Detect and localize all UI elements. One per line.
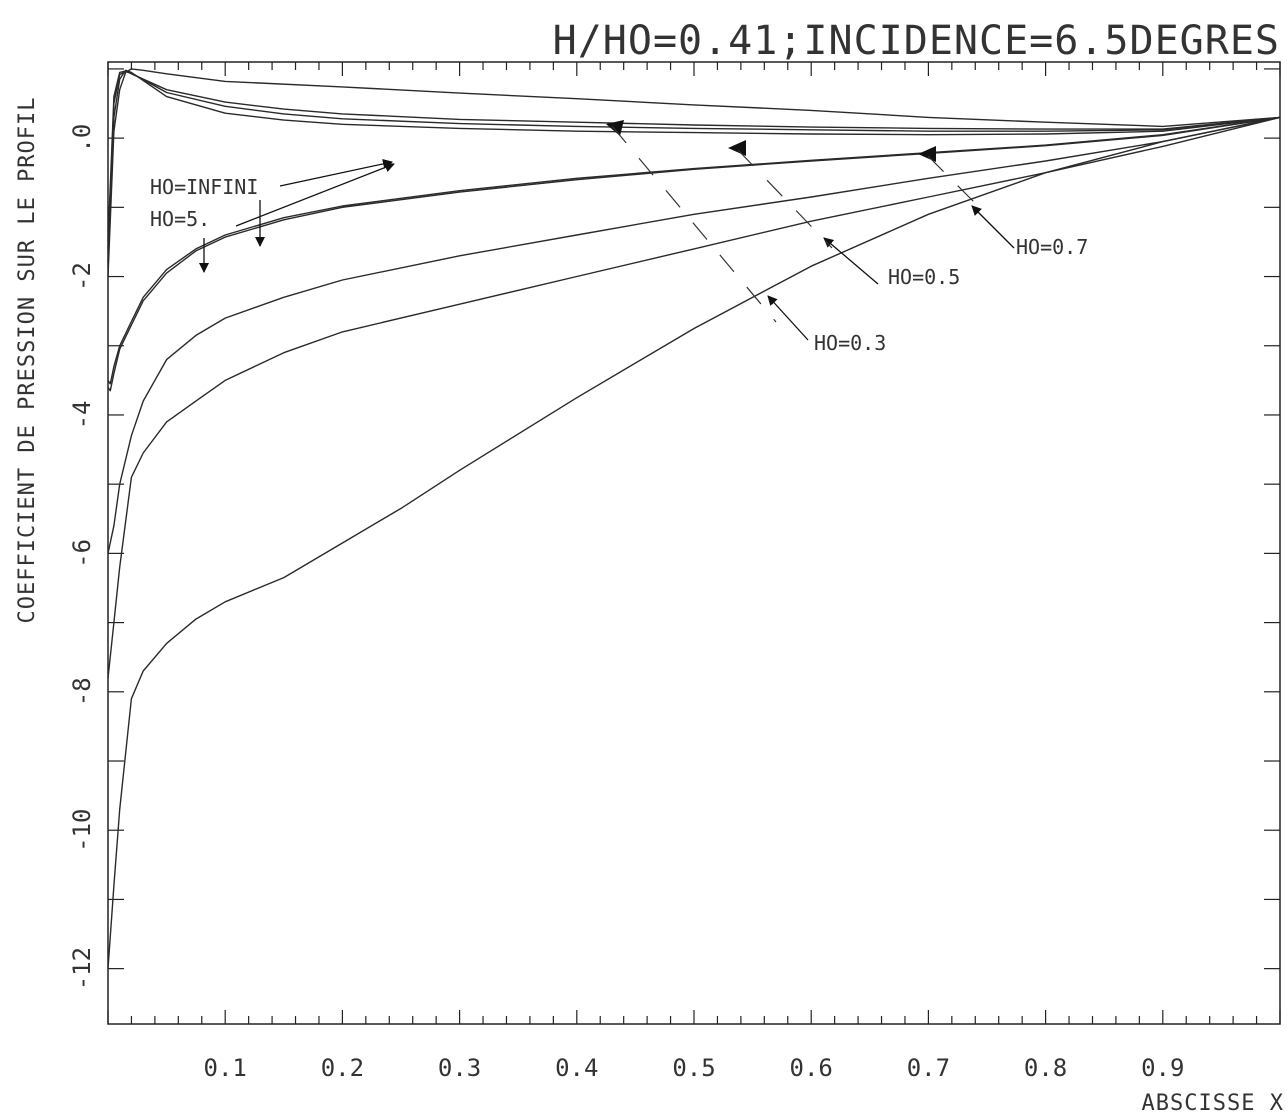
dashed-link-a xyxy=(611,125,777,323)
y-tick-label: -12 xyxy=(68,947,96,990)
plot-frame xyxy=(107,61,1281,1025)
curve-ho-0-7-lower xyxy=(107,69,1281,263)
y-tick-label: -2 xyxy=(68,262,96,291)
curve-ho-0-3-upper xyxy=(107,116,1281,969)
curve-ho-5-lower xyxy=(107,70,1281,249)
y-tick-label: -8 xyxy=(68,677,96,706)
x-tick-label: 0.8 xyxy=(1024,1054,1067,1082)
x-tick-label: 0.4 xyxy=(555,1054,598,1082)
x-tick-label: 0.5 xyxy=(672,1054,715,1082)
lower-arrow-ho-0-7 xyxy=(918,146,936,162)
y-tick-label: .0 xyxy=(68,124,96,153)
lower-arrow-ho-0-5 xyxy=(606,120,624,136)
annotation-ho-0-5: HO=0.5 xyxy=(888,265,960,289)
curve-ho-infini-lower xyxy=(107,70,1281,242)
dashed-link-b xyxy=(737,149,833,249)
y-axis-label: COEFFICIENT DE PRESSION SUR LE PROFIL xyxy=(15,96,40,623)
curve-ho-0-5-lower xyxy=(107,68,1281,277)
curve-annotations: HO=INFINI HO=5. HO=0.7 HO=0.5 HO=0.3 xyxy=(150,120,1088,355)
x-tick-label: 0.9 xyxy=(1141,1054,1184,1082)
x-axis-label: ABSCISSE X xyxy=(1142,1091,1284,1116)
y-tick-label: -4 xyxy=(68,401,96,430)
leader-arrow-ho-0-3 xyxy=(767,295,809,341)
leader-arrow-ho-0-7 xyxy=(971,205,1015,249)
x-tick-label: 0.1 xyxy=(204,1054,247,1082)
leader-arrow-ho-infini xyxy=(279,158,393,187)
annotation-ho-5: HO=5. xyxy=(150,207,210,231)
curve-ho-0-7-upper xyxy=(107,116,1281,554)
leader-arrow-ho-5 xyxy=(235,162,395,227)
x-tick-label: 0.2 xyxy=(321,1054,364,1082)
y-tick-label: -6 xyxy=(68,539,96,568)
annotation-ho-infini: HO=INFINI xyxy=(150,175,258,199)
y-tick-label: -10 xyxy=(68,809,96,852)
x-tick-label: 0.6 xyxy=(790,1054,833,1082)
chart-title: H/HO=0.41;INCIDENCE=6.5DEGRES xyxy=(553,18,1280,64)
x-tick-label: 0.7 xyxy=(907,1054,950,1082)
annotation-ho-0-3: HO=0.3 xyxy=(814,331,886,355)
curve-ho-0-5-upper xyxy=(107,116,1281,679)
dashed-link-c xyxy=(927,155,985,213)
axis-ticks xyxy=(107,62,1281,1024)
leader-arrow-ho-0-5 xyxy=(823,237,879,285)
curves xyxy=(107,68,1281,969)
curve-ho-5-upper xyxy=(107,116,1281,392)
annotation-ho-0-7: HO=0.7 xyxy=(1016,235,1088,259)
x-tick-label: 0.3 xyxy=(438,1054,481,1082)
lower-arrow-ho-5 xyxy=(728,140,746,156)
tick-labels: 0.1 0.2 0.3 0.4 0.5 0.6 0.7 0.8 0.9 .0 -2 -4 -6 -8 -10… xyxy=(68,124,1184,1082)
